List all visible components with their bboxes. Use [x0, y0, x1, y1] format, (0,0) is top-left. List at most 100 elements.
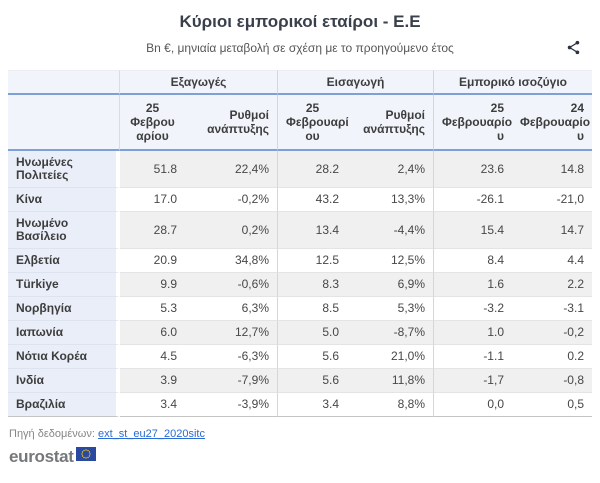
balance-feb25-cell: 0,0: [433, 393, 512, 417]
exports-growth-cell: 6,3%: [185, 297, 277, 321]
balance-feb24-cell: 4.4: [512, 249, 592, 273]
imports-growth-cell: 2,4%: [347, 151, 433, 188]
share-icon[interactable]: [565, 39, 583, 57]
table-row: Βραζιλία 3.4 -3,9% 3.4 8,8% 0,0 0,5: [8, 393, 592, 417]
imports-growth-cell: 8,8%: [347, 393, 433, 417]
corner-cell: [8, 95, 120, 151]
exports-growth-cell: -3,9%: [185, 393, 277, 417]
exports-growth-cell: -0,2%: [185, 188, 277, 212]
exports-value-cell: 3.9: [120, 369, 185, 393]
country-cell: Νορβηγία: [8, 297, 120, 321]
imports-value-cell: 5.6: [277, 369, 347, 393]
source-label: Πηγή δεδομένων:: [9, 428, 95, 440]
exports-growth-cell: -6,3%: [185, 345, 277, 369]
table-row: Ιαπωνία 6.0 12,7% 5.0 -8,7% 1.0 -0,2: [8, 321, 592, 345]
exports-value-cell: 4.5: [120, 345, 185, 369]
country-cell: Βραζιλία: [8, 393, 120, 417]
eurostat-wordmark: eurostat: [9, 447, 74, 466]
country-cell: Ηνωμένες Πολιτείες: [8, 151, 120, 188]
exports-growth-cell: 22,4%: [185, 151, 277, 188]
table-row: Ηνωμένες Πολιτείες 51.8 22,4% 28.2 2,4% …: [8, 151, 592, 188]
balance-feb24-cell: -21,0: [512, 188, 592, 212]
balance-feb25-cell: -1.1: [433, 345, 512, 369]
source-row: Πηγή δεδομένων: ext_st_eu27_2020sitc: [9, 428, 600, 440]
table-row: Ηνωμένο Βασίλειο 28.7 0,2% 13.4 -4,4% 15…: [8, 212, 592, 249]
balance-feb24-cell: -3.1: [512, 297, 592, 321]
balance-feb24-cell: 14.8: [512, 151, 592, 188]
col-header-exports-growth: Ρυθμοί ανάπτυξης: [185, 95, 277, 151]
exports-growth-cell: 34,8%: [185, 249, 277, 273]
exports-growth-cell: 0,2%: [185, 212, 277, 249]
balance-feb24-cell: -0,8: [512, 369, 592, 393]
imports-growth-cell: -8,7%: [347, 321, 433, 345]
eurostat-logo: eurostat: [9, 447, 600, 466]
exports-value-cell: 6.0: [120, 321, 185, 345]
column-group-imports: Εισαγωγή: [277, 70, 433, 95]
imports-value-cell: 43.2: [277, 188, 347, 212]
imports-value-cell: 8.5: [277, 297, 347, 321]
balance-feb25-cell: 8.4: [433, 249, 512, 273]
eu-flag-icon: [75, 447, 96, 466]
exports-value-cell: 5.3: [120, 297, 185, 321]
source-link[interactable]: ext_st_eu27_2020sitc: [97, 428, 205, 440]
imports-value-cell: 28.2: [277, 151, 347, 188]
chart-subtitle: Bn €, μηνιαία μεταβολή σε σχέση με το πρ…: [146, 41, 454, 55]
exports-growth-cell: 12,7%: [185, 321, 277, 345]
exports-value-cell: 51.8: [120, 151, 185, 188]
imports-growth-cell: 6,9%: [347, 273, 433, 297]
exports-value-cell: 9.9: [120, 273, 185, 297]
col-header-balance-feb24: 24 Φεβρουαρίο υ: [512, 95, 592, 151]
balance-feb24-cell: 2.2: [512, 273, 592, 297]
exports-value-cell: 28.7: [120, 212, 185, 249]
table-header: Εξαγωγές Εισαγωγή Εμπορικό ισοζύγιο 25 Φ…: [8, 70, 592, 151]
table-row: Νορβηγία 5.3 6,3% 8.5 5,3% -3.2 -3.1: [8, 297, 592, 321]
balance-feb25-cell: -1,7: [433, 369, 512, 393]
balance-feb24-cell: 0,5: [512, 393, 592, 417]
balance-feb25-cell: -26.1: [433, 188, 512, 212]
imports-growth-cell: 5,3%: [347, 297, 433, 321]
table-row: Νότια Κορέα 4.5 -6,3% 5.6 21,0% -1.1 0.2: [8, 345, 592, 369]
balance-feb24-cell: 0.2: [512, 345, 592, 369]
imports-growth-cell: -4,4%: [347, 212, 433, 249]
corner-cell: [8, 70, 120, 95]
imports-growth-cell: 21,0%: [347, 345, 433, 369]
column-group-exports: Εξαγωγές: [120, 70, 277, 95]
balance-feb25-cell: 1.6: [433, 273, 512, 297]
table-row: Κίνα 17.0 -0,2% 43.2 13,3% -26.1 -21,0: [8, 188, 592, 212]
country-cell: Νότια Κορέα: [8, 345, 120, 369]
exports-value-cell: 20.9: [120, 249, 185, 273]
imports-growth-cell: 12,5%: [347, 249, 433, 273]
balance-feb25-cell: 15.4: [433, 212, 512, 249]
imports-value-cell: 3.4: [277, 393, 347, 417]
imports-growth-cell: 13,3%: [347, 188, 433, 212]
country-cell: Κίνα: [8, 188, 120, 212]
imports-value-cell: 8.3: [277, 273, 347, 297]
balance-feb24-cell: 14.7: [512, 212, 592, 249]
imports-growth-cell: 11,8%: [347, 369, 433, 393]
country-cell: Ελβετία: [8, 249, 120, 273]
table-row: Ελβετία 20.9 34,8% 12.5 12,5% 8.4 4.4: [8, 249, 592, 273]
exports-value-cell: 17.0: [120, 188, 185, 212]
country-cell: Türkiye: [8, 273, 120, 297]
table-row: Ινδία 3.9 -7,9% 5.6 11,8% -1,7 -0,8: [8, 369, 592, 393]
exports-growth-cell: -0,6%: [185, 273, 277, 297]
balance-feb25-cell: 23.6: [433, 151, 512, 188]
imports-value-cell: 5.0: [277, 321, 347, 345]
imports-value-cell: 13.4: [277, 212, 347, 249]
col-header-balance-feb25: 25 Φεβρουαρίο υ: [433, 95, 512, 151]
imports-value-cell: 5.6: [277, 345, 347, 369]
country-cell: Ινδία: [8, 369, 120, 393]
country-cell: Ηνωμένο Βασίλειο: [8, 212, 120, 249]
balance-feb25-cell: 1.0: [433, 321, 512, 345]
exports-growth-cell: -7,9%: [185, 369, 277, 393]
exports-value-cell: 3.4: [120, 393, 185, 417]
trade-partners-table: Εξαγωγές Εισαγωγή Εμπορικό ισοζύγιο 25 Φ…: [8, 70, 592, 417]
column-group-balance: Εμπορικό ισοζύγιο: [433, 70, 592, 95]
table-body: Ηνωμένες Πολιτείες 51.8 22,4% 28.2 2,4% …: [8, 151, 592, 417]
balance-feb24-cell: -0,2: [512, 321, 592, 345]
col-header-exports-date: 25 Φεβρου αρίου: [120, 95, 185, 151]
page-title: Κύριοι εμπορικοί εταίροι - Ε.Ε: [179, 12, 421, 31]
imports-value-cell: 12.5: [277, 249, 347, 273]
table-row: Türkiye 9.9 -0,6% 8.3 6,9% 1.6 2.2: [8, 273, 592, 297]
